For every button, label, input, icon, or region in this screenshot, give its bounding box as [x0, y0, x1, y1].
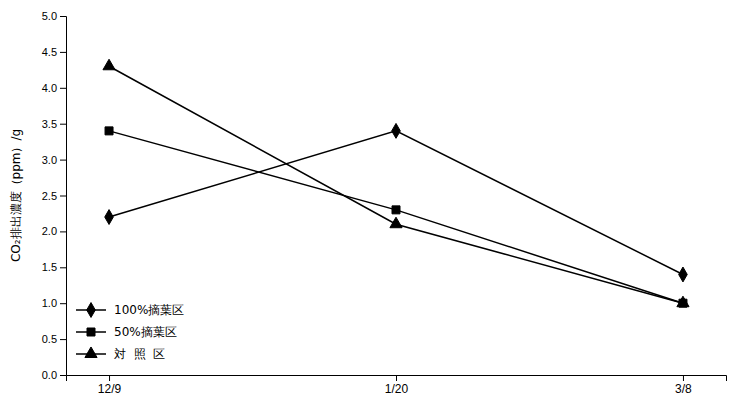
point	[105, 127, 113, 135]
y-tick: 1.5	[42, 261, 66, 273]
y-tick: 0.0	[42, 369, 66, 381]
y-tick-mark	[60, 339, 66, 340]
legend-label: 50%摘葉区	[114, 325, 177, 339]
y-axis-title: CO₂排出濃度（ppm）/g	[9, 129, 23, 262]
x-tick-label: 12/9	[98, 382, 122, 396]
marks	[103, 59, 689, 307]
x-axis: 12/9 1/20 3/8	[67, 375, 727, 396]
y-tick-mark	[60, 196, 66, 197]
y-tick: 3.5	[42, 118, 66, 130]
x-tick-mark	[109, 375, 110, 381]
x-axis-line	[67, 376, 727, 382]
y-tick-label: 2.0	[42, 225, 57, 237]
legend-marker	[87, 328, 95, 336]
x-tick: 12/9	[98, 375, 122, 396]
point	[390, 217, 402, 228]
point	[103, 59, 115, 70]
y-axis-line	[60, 17, 67, 376]
x-tick-label: 3/8	[675, 382, 692, 396]
y-tick: 3.0	[42, 154, 66, 166]
x-tick-mark	[683, 375, 684, 381]
y-tick: 1.0	[42, 297, 66, 309]
series-line	[109, 131, 683, 303]
y-tick-mark	[60, 16, 66, 17]
plot: 12/9 1/20 3/8 0.0 0.5 1.0 1.5 2.0 2.5 3.0 3.5 4.0 4.…	[42, 10, 727, 396]
series-line	[109, 66, 683, 303]
y-tick-label: 0.5	[42, 333, 57, 345]
y-tick: 5.0	[42, 10, 66, 22]
y-tick: 4.5	[42, 46, 66, 58]
legend-marker	[87, 303, 96, 318]
y-tick-mark	[60, 267, 66, 268]
legend-item: 50%摘葉区	[76, 325, 177, 339]
y-tick: 4.0	[42, 82, 66, 94]
y-tick-mark	[60, 375, 66, 376]
legend-item: 対 照 区	[76, 347, 165, 361]
y-tick: 2.5	[42, 190, 66, 202]
y-tick-label: 4.0	[42, 82, 57, 94]
y-tick-mark	[60, 88, 66, 89]
legend-marker	[85, 347, 97, 358]
legend: 100%摘葉区 50%摘葉区対 照 区	[76, 303, 184, 361]
legend-item: 100%摘葉区	[76, 303, 184, 318]
point	[392, 123, 401, 138]
point	[105, 210, 114, 225]
y-axis: 0.0 0.5 1.0 1.5 2.0 2.5 3.0 3.5 4.0 4.5 5.0	[42, 10, 67, 381]
y-tick-label: 3.5	[42, 118, 57, 130]
y-tick-label: 0.0	[42, 369, 57, 381]
legend-label: 100%摘葉区	[114, 303, 184, 317]
y-tick-mark	[60, 52, 66, 53]
series	[103, 59, 689, 306]
y-tick-label: 4.5	[42, 46, 57, 58]
legend-label: 対 照 区	[114, 347, 165, 361]
y-tick-mark	[60, 231, 66, 232]
y-tick-label: 1.0	[42, 297, 57, 309]
chart: 12/9 1/20 3/8 0.0 0.5 1.0 1.5 2.0 2.5 3.0 3.5 4.0 4.…	[0, 0, 750, 415]
y-tick-mark	[60, 124, 66, 125]
series	[105, 123, 688, 281]
y-tick-mark	[60, 303, 66, 304]
x-tick: 3/8	[675, 375, 692, 396]
series-line	[109, 131, 683, 275]
y-tick-label: 3.0	[42, 154, 57, 166]
point	[679, 267, 688, 282]
x-tick-label: 1/20	[385, 382, 409, 396]
x-tick: 1/20	[385, 375, 409, 396]
y-tick: 2.0	[42, 225, 66, 237]
point	[392, 206, 400, 214]
y-tick-label: 1.5	[42, 261, 57, 273]
y-tick-mark	[60, 160, 66, 161]
point	[677, 296, 689, 307]
y-tick-label: 2.5	[42, 190, 57, 202]
y-tick-label: 5.0	[42, 10, 57, 22]
y-tick: 0.5	[42, 333, 66, 345]
x-tick-mark	[396, 375, 397, 381]
